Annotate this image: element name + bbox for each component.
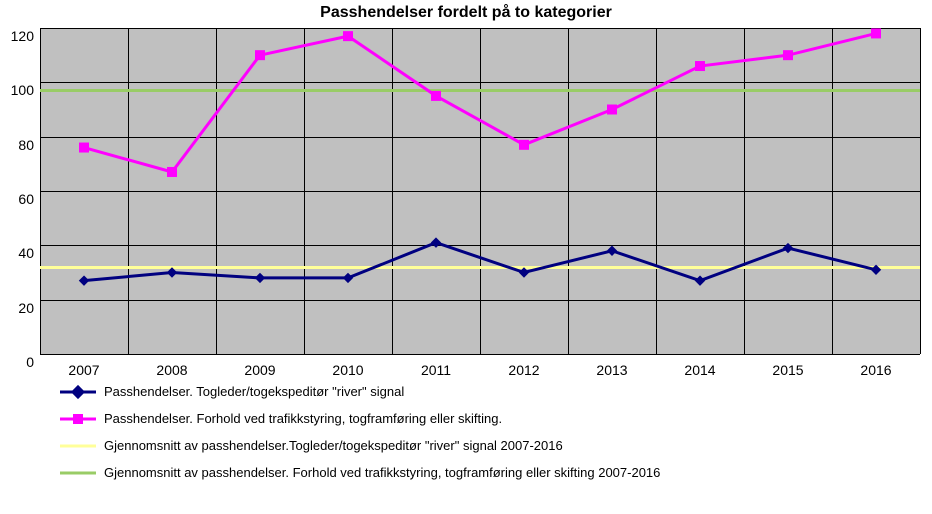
x-tick-label: 2014 <box>684 362 715 378</box>
series-marker <box>608 105 617 114</box>
x-tick-label: 2010 <box>332 362 363 378</box>
legend-item: Passhendelser. Togleder/togekspeditør "r… <box>60 384 660 399</box>
x-tick-label: 2016 <box>860 362 891 378</box>
series-marker <box>696 62 705 71</box>
series-marker <box>344 32 353 41</box>
series-marker <box>432 238 441 247</box>
legend: Passhendelser. Togleder/togekspeditør "r… <box>60 384 660 492</box>
diamond-marker-icon <box>71 384 85 398</box>
series-marker <box>168 268 177 277</box>
legend-label: Gjennomsnitt av passhendelser.Togleder/t… <box>104 438 563 453</box>
legend-swatch <box>60 439 96 453</box>
y-tick-label: 40 <box>0 245 34 261</box>
x-gridline <box>920 28 921 354</box>
plot-area <box>40 28 920 354</box>
series-marker <box>872 265 881 274</box>
series-marker <box>696 276 705 285</box>
series-marker <box>872 29 881 38</box>
x-tick-label: 2015 <box>772 362 803 378</box>
series-marker <box>520 140 529 149</box>
legend-swatch <box>60 412 96 426</box>
series-marker <box>344 273 353 282</box>
y-tick-label: 120 <box>0 28 34 44</box>
y-tick-label: 0 <box>0 354 34 370</box>
series-marker <box>432 91 441 100</box>
series-marker <box>520 268 529 277</box>
series-marker <box>168 167 177 176</box>
series-line <box>84 33 876 172</box>
x-tick-label: 2009 <box>244 362 275 378</box>
series-marker <box>784 51 793 60</box>
series-line <box>84 243 876 281</box>
legend-label: Passhendelser. Togleder/togekspeditør "r… <box>104 384 404 399</box>
chart-title: Passhendelser fordelt på to kategorier <box>0 4 932 22</box>
legend-swatch <box>60 385 96 399</box>
y-tick-label: 20 <box>0 300 34 316</box>
x-tick-label: 2013 <box>596 362 627 378</box>
y-tick-label: 60 <box>0 191 34 207</box>
series-svg <box>40 28 920 354</box>
series-marker <box>608 246 617 255</box>
series-marker <box>256 51 265 60</box>
legend-label: Passhendelser. Forhold ved trafikkstyrin… <box>104 411 502 426</box>
series-marker <box>784 244 793 253</box>
legend-label: Gjennomsnitt av passhendelser. Forhold v… <box>104 465 660 480</box>
legend-item: Gjennomsnitt av passhendelser.Togleder/t… <box>60 438 660 453</box>
series-marker <box>256 273 265 282</box>
y-tick-label: 100 <box>0 82 34 98</box>
y-tick-label: 80 <box>0 137 34 153</box>
x-tick-label: 2011 <box>421 362 451 378</box>
x-tick-label: 2012 <box>508 362 539 378</box>
y-gridline <box>40 354 920 355</box>
series-marker <box>80 276 89 285</box>
x-tick-label: 2008 <box>156 362 187 378</box>
series-marker <box>80 143 89 152</box>
legend-item: Passhendelser. Forhold ved trafikkstyrin… <box>60 411 660 426</box>
legend-swatch <box>60 466 96 480</box>
chart-container: Passhendelser fordelt på to kategorier P… <box>0 0 932 514</box>
legend-item: Gjennomsnitt av passhendelser. Forhold v… <box>60 465 660 480</box>
square-marker-icon <box>73 414 83 424</box>
x-tick-label: 2007 <box>68 362 99 378</box>
